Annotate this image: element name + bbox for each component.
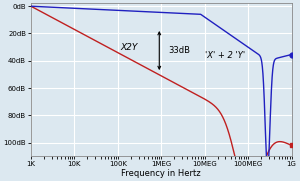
Text: X2Y: X2Y (120, 43, 138, 52)
Text: 33dB: 33dB (168, 46, 190, 55)
X-axis label: Frequency in Hertz: Frequency in Hertz (122, 169, 201, 178)
Text: 'X' + 2 'Y': 'X' + 2 'Y' (206, 51, 245, 60)
